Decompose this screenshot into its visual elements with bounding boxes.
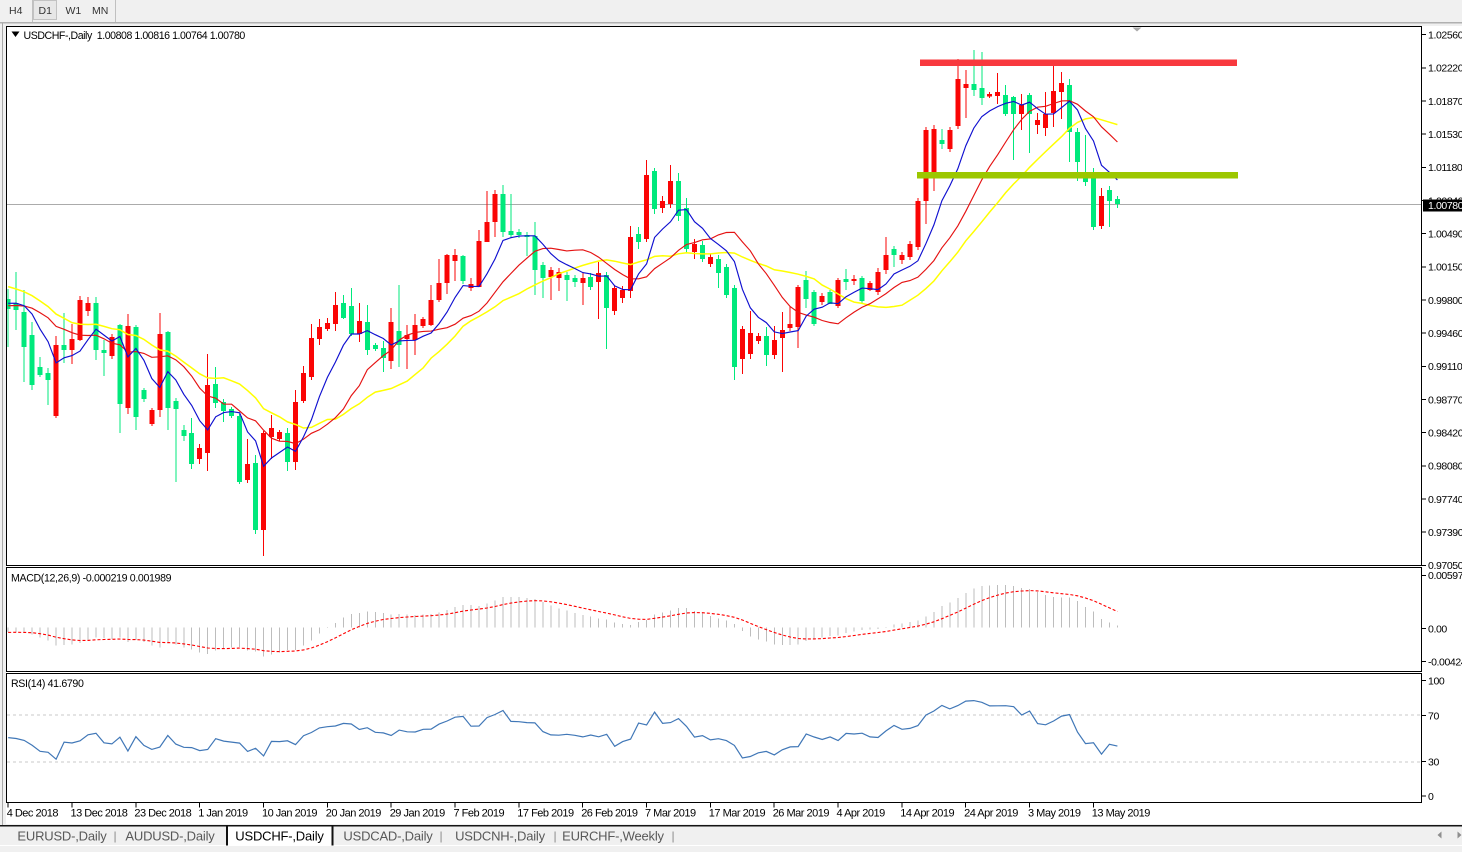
svg-text:H4: H4 xyxy=(9,5,23,17)
svg-text:-0.00424: -0.00424 xyxy=(1428,656,1462,668)
svg-text:17 Mar 2019: 17 Mar 2019 xyxy=(709,808,766,820)
svg-text:|: | xyxy=(439,829,442,843)
svg-text:EURCHF-,Weekly: EURCHF-,Weekly xyxy=(562,829,664,844)
svg-text:26 Mar 2019: 26 Mar 2019 xyxy=(773,808,830,820)
svg-text:100: 100 xyxy=(1428,676,1445,688)
svg-text:1.01530: 1.01530 xyxy=(1428,129,1462,141)
svg-text:0.98770: 0.98770 xyxy=(1428,394,1462,406)
svg-text:10 Jan 2019: 10 Jan 2019 xyxy=(262,808,317,820)
svg-text:0.98080: 0.98080 xyxy=(1428,461,1462,473)
svg-text:1.01180: 1.01180 xyxy=(1428,162,1462,174)
svg-text:7 Feb 2019: 7 Feb 2019 xyxy=(454,808,505,820)
svg-text:24 Apr 2019: 24 Apr 2019 xyxy=(964,808,1018,820)
svg-text:1.01870: 1.01870 xyxy=(1428,96,1462,108)
svg-text:4 Dec 2018: 4 Dec 2018 xyxy=(7,808,59,820)
svg-text:23 Dec 2018: 23 Dec 2018 xyxy=(134,808,191,820)
svg-text:0.99460: 0.99460 xyxy=(1428,328,1462,340)
svg-text:1.00150: 1.00150 xyxy=(1428,262,1462,274)
svg-text:MN: MN xyxy=(92,5,108,17)
svg-text:0.99110: 0.99110 xyxy=(1428,361,1462,373)
svg-text:13 Dec 2018: 13 Dec 2018 xyxy=(71,808,128,820)
svg-text:USDCNH-,Daily: USDCNH-,Daily xyxy=(455,829,546,844)
svg-text:MACD(12,26,9) -0.000219 0.0019: MACD(12,26,9) -0.000219 0.001989 xyxy=(11,573,172,585)
svg-text:70: 70 xyxy=(1428,710,1439,722)
svg-text:AUDUSD-,Daily: AUDUSD-,Daily xyxy=(125,829,215,844)
svg-text:1.00490: 1.00490 xyxy=(1428,229,1462,241)
svg-text:0.99800: 0.99800 xyxy=(1428,295,1462,307)
svg-text:1.02220: 1.02220 xyxy=(1428,63,1462,75)
svg-text:EURUSD-,Daily: EURUSD-,Daily xyxy=(17,829,107,844)
svg-text:30: 30 xyxy=(1428,756,1439,768)
svg-text:0: 0 xyxy=(1428,791,1434,803)
svg-text:29 Jan 2019: 29 Jan 2019 xyxy=(390,808,445,820)
svg-text:17 Feb 2019: 17 Feb 2019 xyxy=(517,808,574,820)
svg-text:7 Mar 2019: 7 Mar 2019 xyxy=(645,808,696,820)
svg-text:|: | xyxy=(113,829,116,843)
svg-text:3 May 2019: 3 May 2019 xyxy=(1028,808,1081,820)
svg-text:20 Jan 2019: 20 Jan 2019 xyxy=(326,808,381,820)
svg-text:0.97390: 0.97390 xyxy=(1428,527,1462,539)
svg-text:|: | xyxy=(671,829,674,843)
svg-text:26 Feb 2019: 26 Feb 2019 xyxy=(581,808,638,820)
svg-text:0.00: 0.00 xyxy=(1428,623,1447,635)
svg-text:USDCHF-,Daily 1.00808 1.00816: USDCHF-,Daily 1.00808 1.00816 1.00764 1.… xyxy=(24,30,246,42)
svg-text:4 Apr 2019: 4 Apr 2019 xyxy=(837,808,886,820)
svg-text:1.02560: 1.02560 xyxy=(1428,30,1462,42)
svg-text:|: | xyxy=(553,829,556,843)
svg-text:USDCAD-,Daily: USDCAD-,Daily xyxy=(343,829,433,844)
svg-text:0.00597: 0.00597 xyxy=(1428,570,1462,582)
svg-text:0.97050: 0.97050 xyxy=(1428,560,1462,572)
svg-text:0.98420: 0.98420 xyxy=(1428,428,1462,440)
svg-text:RSI(14) 41.6790: RSI(14) 41.6790 xyxy=(11,678,84,690)
svg-text:14 Apr 2019: 14 Apr 2019 xyxy=(900,808,954,820)
svg-text:1 Jan 2019: 1 Jan 2019 xyxy=(198,808,248,820)
svg-text:W1: W1 xyxy=(66,5,82,17)
svg-text:1.00780: 1.00780 xyxy=(1428,200,1462,212)
svg-text:0.97740: 0.97740 xyxy=(1428,494,1462,506)
svg-text:USDCHF-,Daily: USDCHF-,Daily xyxy=(235,829,324,844)
svg-text:D1: D1 xyxy=(39,5,53,17)
svg-text:13 May 2019: 13 May 2019 xyxy=(1092,808,1150,820)
